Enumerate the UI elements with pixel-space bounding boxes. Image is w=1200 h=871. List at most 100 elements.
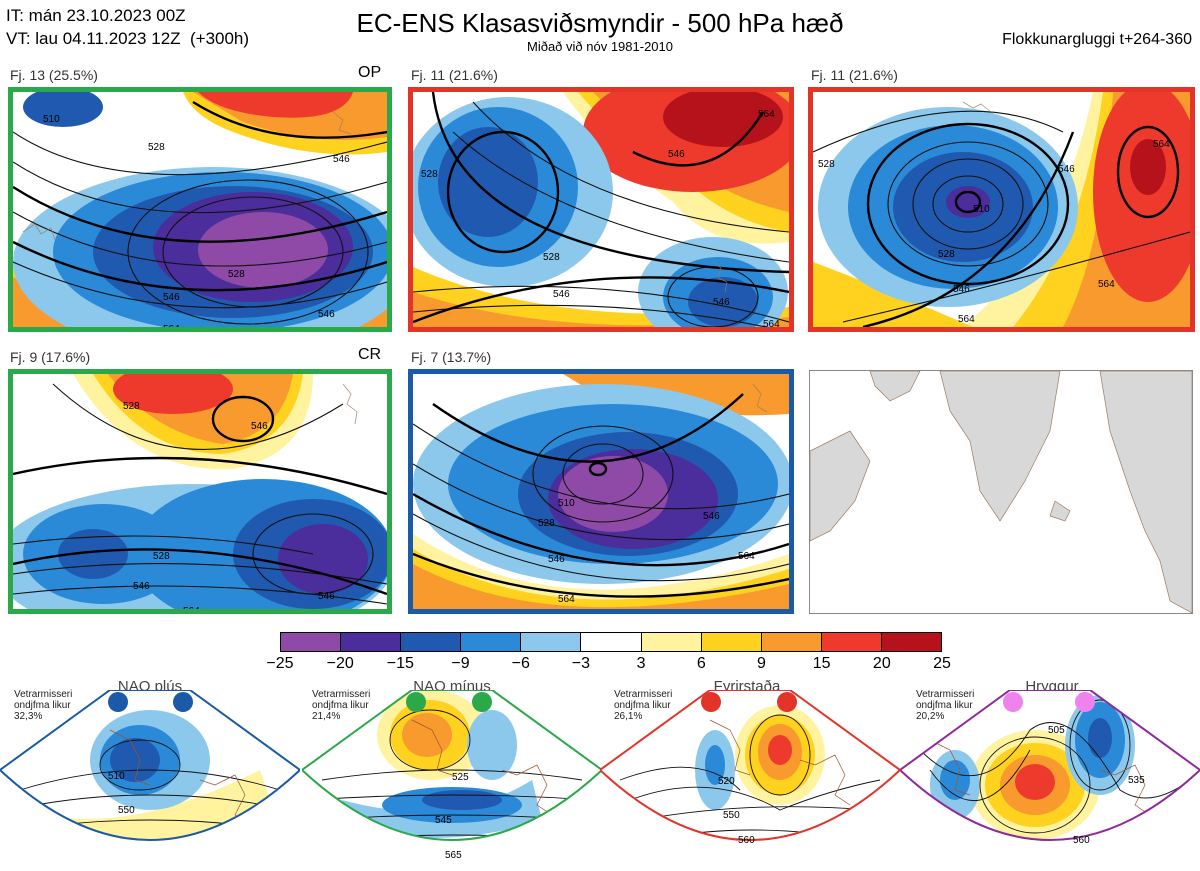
contour-label: 510 [973, 204, 990, 215]
anomaly-map-1: 510 528 546 564 546 528 546 [13, 92, 387, 327]
init-time: IT: mán 23.10.2023 00Z [6, 6, 186, 25]
contour-label: 528 [228, 269, 245, 280]
colorbar-swatch [760, 633, 821, 651]
regime-1-info: Vetrarmisseri ondjfma likur 32,3% [14, 689, 73, 722]
panel-1-tag: OP [358, 64, 382, 81]
colorbar-tick-label: 6 [696, 655, 706, 672]
regime-1-map: 510 550 [0, 690, 300, 841]
contour-label: 546 [318, 309, 335, 320]
contour-label: 564 [763, 319, 780, 327]
regime-3-map: 520 550 560 [600, 690, 900, 846]
basemap-panel [809, 370, 1193, 614]
colorbar-swatch [340, 633, 401, 651]
colorbar-tick-label: −25 [266, 655, 294, 672]
colorbar-swatch [281, 633, 341, 651]
regime-contour-label: 520 [718, 776, 735, 787]
colorbar-tick-label: 25 [933, 655, 951, 672]
colorbar-tick-label: −20 [326, 655, 354, 672]
header-info: IT: mán 23.10.2023 00Z VT: lau 04.11.202… [6, 4, 249, 50]
regime-4-map: 505 535 560 [900, 690, 1200, 846]
colorbar-swatch [520, 633, 581, 651]
colorbar-swatch [580, 633, 641, 651]
contour-label: 528 [538, 518, 555, 529]
colorbar-tick-label: −3 [571, 655, 591, 672]
map-panel-5: 510 528 546 564 564 546 [408, 369, 794, 614]
regime-contour-label: 525 [452, 772, 469, 783]
panel-4-label: Fj. 9 (17.6%) [10, 349, 91, 365]
regime-1-marker-left [108, 692, 128, 712]
regime-contour-label: 560 [1073, 835, 1090, 846]
regime-contour-label: 560 [738, 835, 755, 846]
page-subtitle: Miðað við nóv 1981-2010 [527, 39, 673, 54]
map-panel-4: 528 546 528 546 564 546 [8, 369, 392, 614]
panel-5-label: Fj. 7 (13.7%) [411, 349, 492, 365]
colorbar-swatch [880, 633, 942, 651]
contour-label: 546 [318, 591, 335, 602]
contour-label: 528 [421, 169, 438, 180]
contour-label: 528 [153, 551, 170, 562]
contour-label: 528 [543, 252, 560, 263]
colorbar-tick-label: 9 [757, 655, 766, 672]
colorbar-swatch [460, 633, 521, 651]
contour-label: 546 [548, 554, 565, 565]
regime-contour-label: 545 [435, 815, 452, 826]
regime-3-info: Vetrarmisseri ondjfma likur 26,1% [614, 689, 673, 722]
regime-4-marker-left [1003, 692, 1023, 712]
regime-contour-label: 535 [1128, 775, 1145, 786]
contour-label: 546 [1058, 164, 1075, 175]
regime-contour-label: 550 [118, 805, 135, 816]
regime-2-marker-left [406, 692, 426, 712]
contour-label: 564 [1098, 279, 1115, 290]
anomaly-map-2: 528 546 564 528 546 546 564 [413, 92, 789, 327]
colorbar-swatch [820, 633, 881, 651]
contour-label: 564 [958, 314, 975, 325]
colorbar [280, 632, 942, 652]
colorbar-tick-label: 3 [636, 655, 646, 672]
regime-contour-label: 505 [1048, 725, 1065, 736]
contour-label: 510 [43, 114, 60, 125]
contour-label: 528 [938, 249, 955, 260]
map-panel-2: 528 546 564 528 546 546 564 [408, 87, 794, 332]
contour-label: 564 [738, 551, 755, 562]
contour-label: 564 [758, 109, 775, 120]
colorbar-tick-label: −15 [386, 655, 414, 672]
contour-label: 564 [163, 324, 180, 327]
panel-3-label: Fj. 11 (21.6%) [811, 67, 898, 83]
map-panel-3: 510 528 546 564 528 546 564 564 [808, 87, 1195, 332]
page-title: EC-ENS Klasasviðsmyndir - 500 hPa hæð [356, 8, 844, 38]
regime-3-marker-left [701, 692, 721, 712]
regime-4-info: Vetrarmisseri ondjfma likur 20,2% [916, 689, 975, 722]
colorbar-swatch [640, 633, 701, 651]
contour-label: 564 [183, 606, 200, 609]
contour-label: 528 [818, 159, 835, 170]
contour-label: 546 [163, 292, 180, 303]
panel-4-tag: CR [358, 346, 382, 363]
regime-contour-label: 550 [723, 810, 740, 821]
colorbar-tick-label: −9 [451, 655, 470, 672]
valid-time: VT: lau 04.11.2023 12Z (+300h) [6, 29, 250, 48]
regime-2-marker-right [472, 692, 492, 712]
regime-contour-label: 510 [108, 771, 125, 782]
contour-label: 546 [713, 297, 730, 308]
contour-label: 546 [953, 284, 970, 295]
panel-1-label: Fj. 13 (25.5%) [10, 67, 98, 83]
anomaly-map-5: 510 528 546 564 564 546 [413, 374, 789, 609]
contour-label: 546 [668, 149, 685, 160]
contour-label: 546 [703, 511, 720, 522]
contour-label: 546 [553, 289, 570, 300]
map-panel-1: 510 528 546 564 546 528 546 [8, 87, 392, 332]
regime-2-info: Vetrarmisseri ondjfma likur 21,4% [312, 689, 371, 722]
colorbar-tick-label: 15 [812, 655, 831, 672]
contour-label: 564 [1153, 139, 1170, 150]
regime-3-marker-right [777, 692, 797, 712]
contour-label: 528 [123, 401, 140, 412]
regime-4-marker-right [1075, 692, 1095, 712]
contour-label: 564 [558, 594, 575, 605]
contour-label: 546 [133, 581, 150, 592]
regime-1-marker-right [173, 692, 193, 712]
classification-window: Flokkunargluggi t+264-360 [1002, 31, 1192, 48]
anomaly-map-4: 528 546 528 546 564 546 [13, 374, 387, 609]
colorbar-tick-label: −6 [511, 655, 530, 672]
colorbar-tick-label: 20 [872, 655, 891, 672]
basemap [810, 371, 1192, 613]
